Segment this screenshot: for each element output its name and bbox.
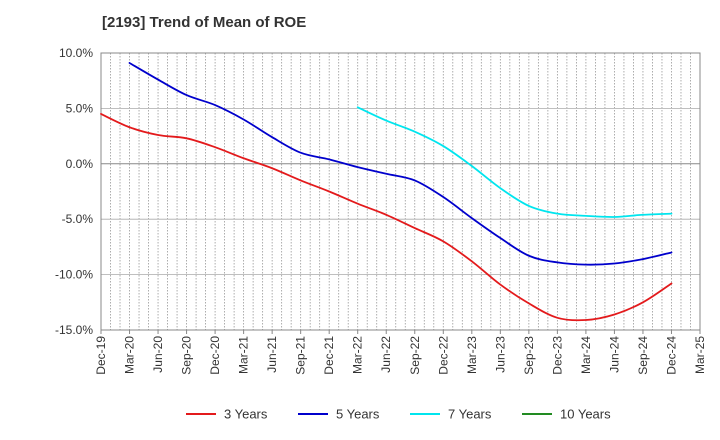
series-layer (100, 62, 673, 322)
x-tick-label: Mar-25 (693, 336, 707, 374)
legend-label-10-years: 10 Years (560, 407, 611, 422)
x-tick-label: Mar-21 (237, 336, 251, 374)
x-tick-label: Sep-20 (180, 336, 194, 375)
x-tick-label: Mar-20 (123, 336, 137, 374)
x-tick-label: Mar-23 (465, 336, 479, 374)
grid-layer (101, 52, 700, 331)
x-tick-label: Dec-20 (208, 336, 222, 375)
x-tick-label: Sep-23 (522, 336, 536, 375)
legend: 3 Years 5 Years 7 Years 10 Years (186, 407, 611, 422)
x-tick-label: Sep-24 (636, 336, 650, 375)
series-line-7-years (356, 106, 673, 218)
y-tick-label: -5.0% (62, 212, 94, 226)
y-tick-label: 0.0% (66, 157, 94, 171)
x-tick-label: Jun-23 (493, 336, 507, 373)
x-tick-label: Sep-21 (294, 336, 308, 375)
x-tick-label: Dec-24 (664, 336, 678, 375)
axis-layer: 10.0% 5.0% 0.0% -5.0% -10.0% -15.0%Dec-19 Mar-… (55, 46, 707, 375)
series-line-3-years (100, 113, 673, 322)
chart-title: [2193] Trend of Mean of ROE (102, 14, 307, 31)
x-tick-label: Mar-22 (351, 336, 365, 374)
x-tick-label: Dec-19 (94, 336, 108, 375)
x-tick-label: Mar-24 (579, 336, 593, 374)
legend-label-5-years: 5 Years (336, 407, 380, 422)
y-tick-label: 5.0% (66, 101, 94, 115)
series-line-5-years (128, 62, 673, 266)
legend-label-7-years: 7 Years (448, 407, 492, 422)
plot-frame (100, 52, 701, 331)
x-tick-label: Dec-22 (436, 336, 450, 375)
x-tick-label: Dec-21 (322, 336, 336, 375)
x-tick-label: Sep-22 (408, 336, 422, 375)
x-tick-label: Dec-23 (550, 336, 564, 375)
y-tick-label: -10.0% (55, 268, 93, 282)
x-tick-label: Jun-20 (151, 336, 165, 373)
x-tick-label: Jun-21 (265, 336, 279, 373)
legend-label-3-years: 3 Years (224, 407, 268, 422)
x-tick-label: Jun-22 (379, 336, 393, 373)
y-tick-label: -15.0% (55, 323, 93, 337)
x-tick-label: Jun-24 (607, 336, 621, 373)
y-tick-label: 10.0% (59, 46, 93, 60)
